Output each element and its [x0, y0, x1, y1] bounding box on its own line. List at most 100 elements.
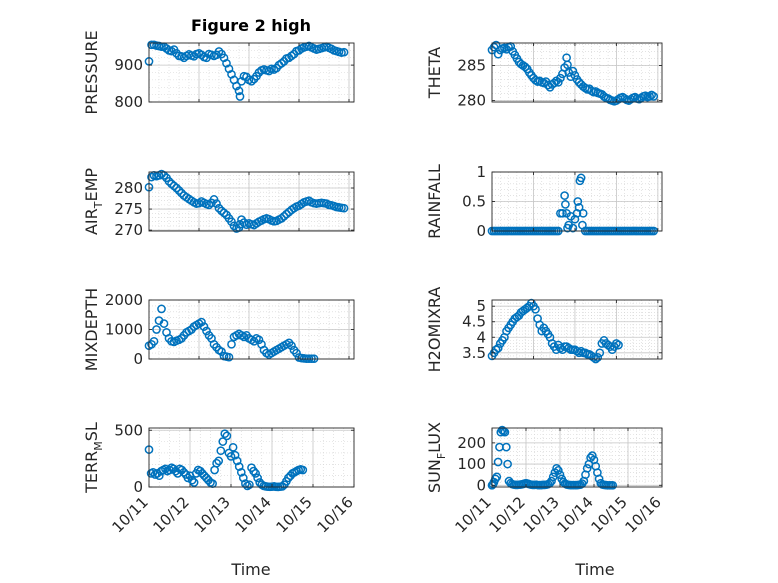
- axes-frame: [148, 427, 355, 488]
- data-point: [222, 431, 232, 441]
- y-axis-label: SUNFLUX: [425, 422, 448, 493]
- data-point: [298, 465, 308, 475]
- data-point: [159, 319, 169, 328]
- y-tick-label: 500: [114, 421, 143, 439]
- data-point: [165, 465, 174, 475]
- data-point: [232, 81, 241, 91]
- data-point: [216, 446, 226, 456]
- y-tick-label: 100: [457, 455, 486, 473]
- y-tick-label: 4.5: [462, 313, 486, 331]
- y-axis-label: PRESSURE: [82, 30, 101, 114]
- data-point: [493, 457, 503, 467]
- data-point: [235, 92, 245, 101]
- data-point: [189, 478, 199, 487]
- data-point: [236, 467, 246, 477]
- y-axis-label-main: AIR: [82, 208, 101, 235]
- data-point: [282, 209, 291, 219]
- data-point: [277, 214, 286, 223]
- subplot-air_temp: 270 275 280 AIRTEMP: [82, 168, 355, 239]
- subplot-terr_msl: 050010/1110/1210/1310/1410/1510/16TERRMS…: [82, 421, 357, 536]
- y-axis-label: AIRTEMP: [82, 168, 105, 235]
- data-point: [549, 78, 559, 88]
- data-point: [214, 47, 224, 56]
- y-tick-label: 0: [476, 476, 486, 494]
- data-point: [500, 427, 510, 437]
- data-point: [636, 93, 646, 103]
- data-point: [491, 40, 501, 50]
- axes-frame: [491, 42, 663, 103]
- data-point: [161, 464, 170, 474]
- y-axis-label: H2OMIXRA: [425, 287, 444, 373]
- y-axis-label-subscript: F: [435, 453, 448, 459]
- series-markers: [144, 429, 308, 492]
- series-markers: [487, 40, 659, 106]
- data-point: [264, 66, 274, 76]
- data-point: [167, 179, 176, 189]
- y-axis-label: MIXDEPTH: [82, 288, 101, 371]
- data-point: [183, 473, 193, 483]
- data-point: [556, 73, 565, 83]
- figure-title: Figure 2 high: [191, 16, 311, 35]
- data-point: [197, 317, 206, 327]
- axes-frame: [491, 299, 663, 360]
- data-point: [614, 94, 623, 104]
- data-point: [251, 469, 260, 478]
- data-point: [573, 197, 583, 206]
- data-point: [214, 203, 224, 213]
- y-tick-label: 1: [476, 163, 486, 181]
- data-point: [164, 176, 174, 186]
- y-tick-label: 0: [133, 350, 143, 368]
- data-point: [561, 200, 570, 209]
- series-markers: [487, 425, 618, 490]
- data-point: [219, 208, 229, 218]
- data-point: [217, 347, 226, 356]
- y-tick-label: 3.5: [462, 344, 486, 362]
- data-point: [287, 341, 296, 351]
- series-markers: [144, 169, 349, 233]
- xlabel-right: Time: [574, 560, 614, 579]
- y-axis-label-rest: EMP: [82, 168, 101, 202]
- data-point: [503, 459, 512, 469]
- data-point: [595, 348, 605, 358]
- subplot-rainfall: 0 0.5 1 RAINFALL: [425, 163, 663, 240]
- data-point: [599, 92, 609, 101]
- y-tick-label: 0: [133, 478, 143, 496]
- data-point: [649, 92, 659, 101]
- y-axis-label: TERRMSL: [82, 422, 105, 494]
- data-point: [157, 304, 166, 314]
- data-point: [339, 47, 349, 57]
- data-point: [614, 340, 623, 350]
- data-point: [187, 475, 197, 485]
- y-axis-label-subscript: T: [92, 201, 105, 209]
- y-axis-label-rest: SL: [82, 422, 101, 441]
- data-point: [570, 70, 580, 80]
- data-point: [279, 211, 289, 221]
- subplot-h2omixra: 3.544.55 H2OMIXRA: [425, 287, 663, 373]
- data-point: [553, 466, 563, 475]
- y-axis-label-main: SUN: [425, 459, 444, 493]
- data-point: [552, 463, 561, 473]
- data-point: [491, 345, 501, 355]
- data-point: [228, 442, 238, 452]
- data-point: [589, 353, 598, 362]
- data-point: [593, 353, 603, 362]
- data-point: [253, 473, 262, 483]
- y-tick-label: 200: [457, 434, 486, 452]
- y-tick-label: 800: [114, 93, 143, 111]
- axes-background: [149, 428, 354, 487]
- data-point: [292, 348, 301, 358]
- data-point: [224, 352, 234, 362]
- y-tick-label: 0.5: [462, 193, 486, 211]
- subplot-pressure: 800 900 PRESSURE: [82, 30, 355, 115]
- data-point: [547, 476, 556, 486]
- data-point: [501, 442, 511, 452]
- data-point: [574, 203, 584, 212]
- data-point: [230, 450, 240, 460]
- data-point: [199, 322, 209, 331]
- data-point: [154, 471, 164, 481]
- data-point: [149, 336, 159, 346]
- data-point: [249, 466, 258, 476]
- data-point: [645, 92, 654, 101]
- data-point: [174, 186, 184, 195]
- data-point: [493, 343, 503, 353]
